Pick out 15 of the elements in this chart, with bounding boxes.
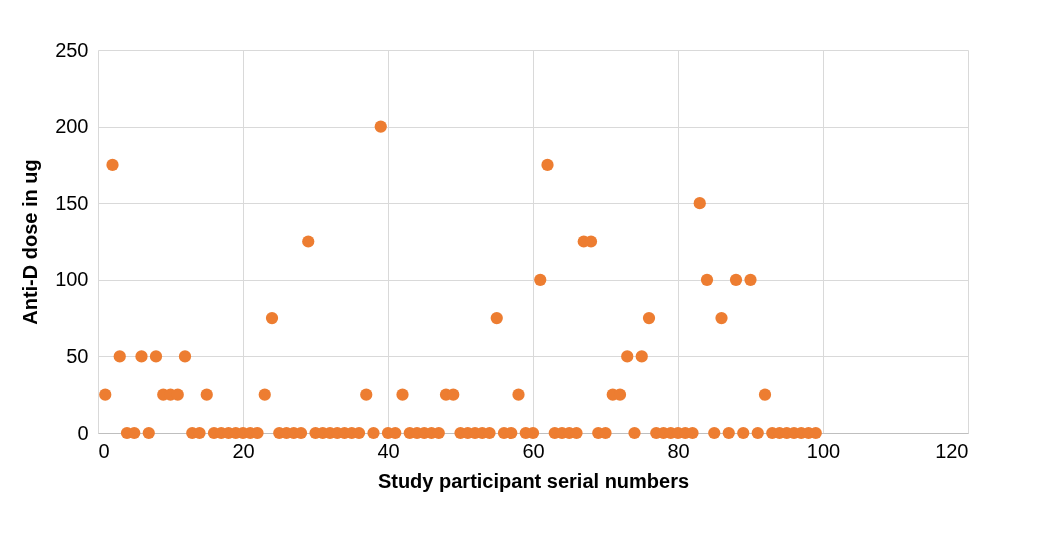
- x-tick-label: 40: [377, 439, 400, 462]
- y-tick-label: 150: [55, 191, 89, 214]
- y-tick-label: 0: [77, 421, 89, 444]
- y-tick-label: 50: [66, 344, 89, 367]
- x-tick-label: 20: [232, 439, 255, 462]
- y-tick-label: 100: [55, 268, 89, 291]
- x-tick-label: 120: [935, 439, 969, 462]
- x-tick-label: 0: [98, 439, 110, 462]
- x-tick-label: 80: [667, 439, 690, 462]
- y-tick-label: 200: [55, 115, 89, 138]
- y-axis-title: Anti-D dose in ug: [19, 159, 42, 325]
- x-tick-label: 100: [806, 439, 841, 462]
- x-axis-title: Study participant serial numbers: [377, 469, 690, 492]
- y-tick-label: 250: [55, 38, 89, 61]
- x-tick-label: 60: [522, 439, 545, 462]
